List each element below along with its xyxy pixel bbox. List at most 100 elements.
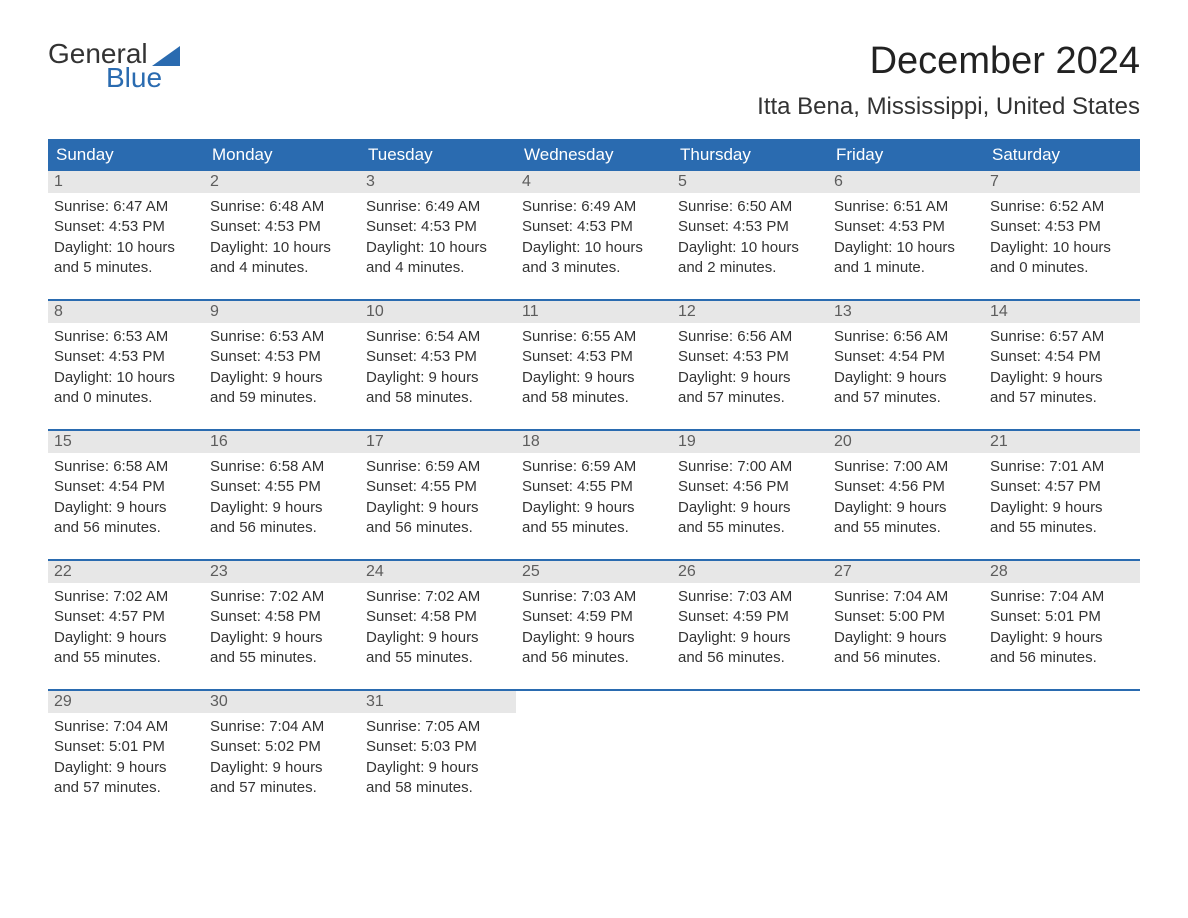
day-number: 30 [204, 691, 360, 713]
sunrise-text: Sunrise: 6:57 AM [990, 327, 1134, 347]
sunset-text: Sunset: 4:54 PM [834, 347, 978, 367]
calendar-day: 3Sunrise: 6:49 AMSunset: 4:53 PMDaylight… [360, 171, 516, 281]
calendar-day: 5Sunrise: 6:50 AMSunset: 4:53 PMDaylight… [672, 171, 828, 281]
day-number: 17 [360, 431, 516, 453]
sunset-text: Sunset: 5:02 PM [210, 737, 354, 757]
day-details: Sunrise: 6:59 AMSunset: 4:55 PMDaylight:… [360, 453, 516, 538]
calendar-day: 31Sunrise: 7:05 AMSunset: 5:03 PMDayligh… [360, 691, 516, 801]
day-number: 27 [828, 561, 984, 583]
sunrise-text: Sunrise: 6:54 AM [366, 327, 510, 347]
daylight-text-2: and 56 minutes. [678, 648, 822, 668]
day-details: Sunrise: 7:02 AMSunset: 4:57 PMDaylight:… [48, 583, 204, 668]
calendar-day: 24Sunrise: 7:02 AMSunset: 4:58 PMDayligh… [360, 561, 516, 671]
daylight-text-1: Daylight: 9 hours [210, 498, 354, 518]
daylight-text-1: Daylight: 9 hours [366, 628, 510, 648]
sunset-text: Sunset: 4:53 PM [54, 217, 198, 237]
sunrise-text: Sunrise: 7:00 AM [834, 457, 978, 477]
calendar-week: 22Sunrise: 7:02 AMSunset: 4:57 PMDayligh… [48, 559, 1140, 671]
calendar-day: 16Sunrise: 6:58 AMSunset: 4:55 PMDayligh… [204, 431, 360, 541]
daylight-text-2: and 58 minutes. [522, 388, 666, 408]
calendar-day: 26Sunrise: 7:03 AMSunset: 4:59 PMDayligh… [672, 561, 828, 671]
day-number: 26 [672, 561, 828, 583]
daylight-text-1: Daylight: 10 hours [834, 238, 978, 258]
sunrise-text: Sunrise: 7:04 AM [54, 717, 198, 737]
sunset-text: Sunset: 4:58 PM [366, 607, 510, 627]
daylight-text-1: Daylight: 9 hours [522, 368, 666, 388]
sunset-text: Sunset: 4:53 PM [210, 217, 354, 237]
sunset-text: Sunset: 4:53 PM [54, 347, 198, 367]
daylight-text-2: and 56 minutes. [990, 648, 1134, 668]
day-number: 12 [672, 301, 828, 323]
day-details: Sunrise: 7:05 AMSunset: 5:03 PMDaylight:… [360, 713, 516, 798]
sunrise-text: Sunrise: 6:56 AM [834, 327, 978, 347]
daylight-text-1: Daylight: 10 hours [990, 238, 1134, 258]
sunset-text: Sunset: 4:55 PM [522, 477, 666, 497]
daylight-text-1: Daylight: 9 hours [834, 368, 978, 388]
daylight-text-1: Daylight: 9 hours [210, 758, 354, 778]
daylight-text-2: and 1 minute. [834, 258, 978, 278]
day-number: 15 [48, 431, 204, 453]
day-number: 14 [984, 301, 1140, 323]
calendar-day: 7Sunrise: 6:52 AMSunset: 4:53 PMDaylight… [984, 171, 1140, 281]
day-details: Sunrise: 6:52 AMSunset: 4:53 PMDaylight:… [984, 193, 1140, 278]
daylight-text-2: and 56 minutes. [522, 648, 666, 668]
weekday-header: Monday [204, 139, 360, 171]
day-number: 28 [984, 561, 1140, 583]
calendar-day: 29Sunrise: 7:04 AMSunset: 5:01 PMDayligh… [48, 691, 204, 801]
sunrise-text: Sunrise: 6:55 AM [522, 327, 666, 347]
sunset-text: Sunset: 4:54 PM [54, 477, 198, 497]
calendar-day: 17Sunrise: 6:59 AMSunset: 4:55 PMDayligh… [360, 431, 516, 541]
sunrise-text: Sunrise: 6:49 AM [522, 197, 666, 217]
day-details: Sunrise: 7:00 AMSunset: 4:56 PMDaylight:… [828, 453, 984, 538]
day-number: 8 [48, 301, 204, 323]
daylight-text-1: Daylight: 10 hours [366, 238, 510, 258]
calendar-week: 8Sunrise: 6:53 AMSunset: 4:53 PMDaylight… [48, 299, 1140, 411]
day-details: Sunrise: 6:49 AMSunset: 4:53 PMDaylight:… [516, 193, 672, 278]
day-details: Sunrise: 6:50 AMSunset: 4:53 PMDaylight:… [672, 193, 828, 278]
sunset-text: Sunset: 4:53 PM [678, 217, 822, 237]
weekday-header: Wednesday [516, 139, 672, 171]
sunrise-text: Sunrise: 7:00 AM [678, 457, 822, 477]
day-details: Sunrise: 7:04 AMSunset: 5:01 PMDaylight:… [984, 583, 1140, 668]
day-details: Sunrise: 6:48 AMSunset: 4:53 PMDaylight:… [204, 193, 360, 278]
sunset-text: Sunset: 4:55 PM [366, 477, 510, 497]
daylight-text-1: Daylight: 9 hours [990, 498, 1134, 518]
calendar-day: 2Sunrise: 6:48 AMSunset: 4:53 PMDaylight… [204, 171, 360, 281]
sunset-text: Sunset: 5:03 PM [366, 737, 510, 757]
sunset-text: Sunset: 4:53 PM [678, 347, 822, 367]
calendar-day: . [828, 691, 984, 801]
daylight-text-1: Daylight: 9 hours [54, 498, 198, 518]
calendar-day: 10Sunrise: 6:54 AMSunset: 4:53 PMDayligh… [360, 301, 516, 411]
sunrise-text: Sunrise: 7:01 AM [990, 457, 1134, 477]
day-number: 20 [828, 431, 984, 453]
day-details: Sunrise: 6:55 AMSunset: 4:53 PMDaylight:… [516, 323, 672, 408]
daylight-text-2: and 4 minutes. [366, 258, 510, 278]
calendar-day: 18Sunrise: 6:59 AMSunset: 4:55 PMDayligh… [516, 431, 672, 541]
daylight-text-1: Daylight: 9 hours [990, 368, 1134, 388]
sunrise-text: Sunrise: 6:58 AM [210, 457, 354, 477]
daylight-text-1: Daylight: 10 hours [54, 368, 198, 388]
daylight-text-2: and 55 minutes. [366, 648, 510, 668]
day-details: Sunrise: 6:59 AMSunset: 4:55 PMDaylight:… [516, 453, 672, 538]
daylight-text-1: Daylight: 9 hours [834, 628, 978, 648]
sunset-text: Sunset: 4:54 PM [990, 347, 1134, 367]
daylight-text-2: and 57 minutes. [54, 778, 198, 798]
day-details: Sunrise: 6:49 AMSunset: 4:53 PMDaylight:… [360, 193, 516, 278]
daylight-text-2: and 56 minutes. [366, 518, 510, 538]
day-details: Sunrise: 7:02 AMSunset: 4:58 PMDaylight:… [360, 583, 516, 668]
daylight-text-2: and 56 minutes. [210, 518, 354, 538]
day-details: Sunrise: 6:47 AMSunset: 4:53 PMDaylight:… [48, 193, 204, 278]
calendar-day: . [984, 691, 1140, 801]
calendar-day: 15Sunrise: 6:58 AMSunset: 4:54 PMDayligh… [48, 431, 204, 541]
sunrise-text: Sunrise: 7:05 AM [366, 717, 510, 737]
sunrise-text: Sunrise: 6:50 AM [678, 197, 822, 217]
calendar: SundayMondayTuesdayWednesdayThursdayFrid… [48, 139, 1140, 801]
day-details: Sunrise: 6:58 AMSunset: 4:54 PMDaylight:… [48, 453, 204, 538]
sunrise-text: Sunrise: 6:56 AM [678, 327, 822, 347]
calendar-day: 19Sunrise: 7:00 AMSunset: 4:56 PMDayligh… [672, 431, 828, 541]
sunset-text: Sunset: 5:01 PM [54, 737, 198, 757]
sunrise-text: Sunrise: 7:04 AM [210, 717, 354, 737]
day-number: 13 [828, 301, 984, 323]
daylight-text-2: and 0 minutes. [54, 388, 198, 408]
sunrise-text: Sunrise: 6:52 AM [990, 197, 1134, 217]
